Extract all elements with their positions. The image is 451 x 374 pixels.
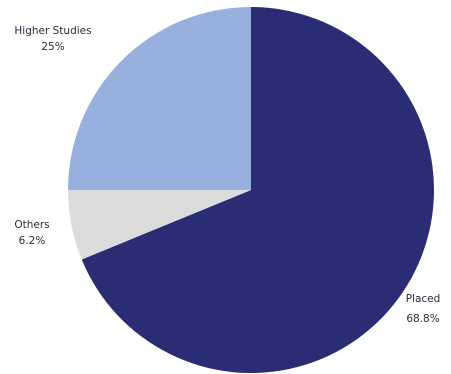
pie-slice-others [68, 190, 251, 260]
pie-slices [68, 7, 434, 374]
slice-label-higher-studies-name: Higher Studies [14, 25, 91, 37]
slice-label-others-value: 6.2% [19, 235, 46, 247]
slice-label-higher-studies-value: 25% [41, 41, 64, 53]
slice-label-placed-value: 68.8% [406, 313, 439, 325]
slice-label-others-name: Others [14, 219, 49, 231]
pie-slice-placed [81, 7, 434, 374]
pie-slice-higher-studies [68, 7, 251, 190]
slice-label-placed-name: Placed [406, 293, 441, 305]
